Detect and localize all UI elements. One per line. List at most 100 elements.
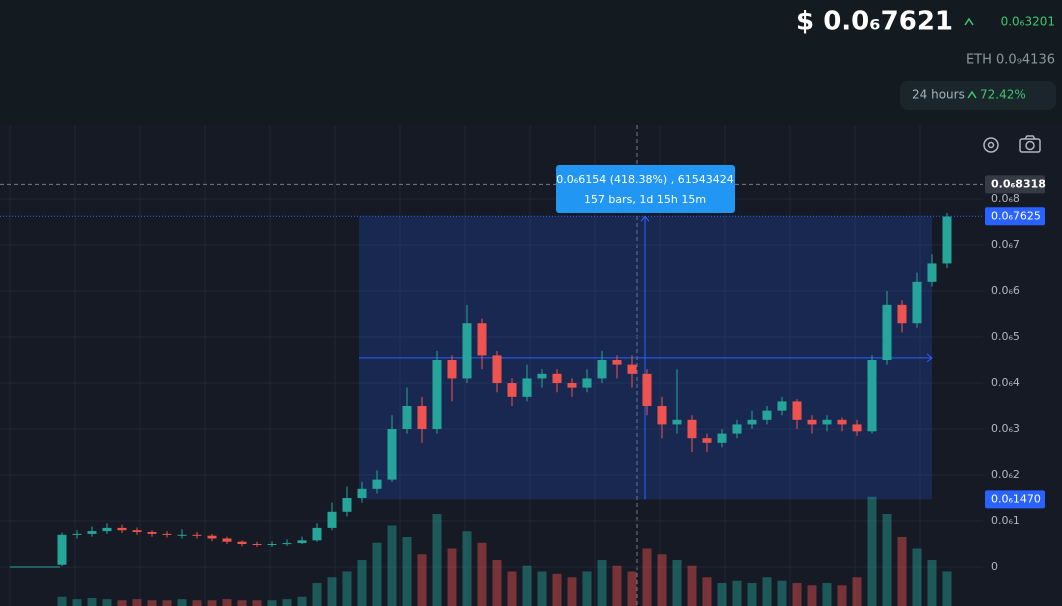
volume-bar (87, 597, 97, 606)
measure-low-label-bg (985, 490, 1045, 509)
candle-body (117, 527, 127, 531)
candle-body (477, 323, 487, 356)
candle-body (162, 533, 172, 535)
up-caret (964, 17, 974, 26)
volume-bar (912, 548, 922, 606)
volume-bar (777, 580, 787, 606)
candle-body (297, 540, 307, 544)
volume-bar (792, 583, 802, 606)
y-tick-label: 0 (991, 560, 998, 573)
volume-bar (507, 571, 517, 606)
candle-body (897, 304, 907, 324)
candle-body (687, 419, 697, 439)
volume-bar (837, 585, 847, 606)
y-tick-label: 0.0₆7 (991, 238, 1020, 251)
volume-bar (57, 596, 67, 606)
period-pill[interactable] (900, 81, 1056, 110)
volume-bar (582, 571, 592, 606)
volume-bar (492, 560, 502, 606)
volume-bar (687, 565, 697, 606)
chart-bg (0, 125, 1062, 606)
volume-bar (747, 583, 757, 606)
volume-bar (702, 577, 712, 606)
y-tick-label: 0.0₆1 (991, 514, 1020, 527)
header-bg (0, 0, 1062, 125)
volume-bar (567, 577, 577, 606)
candle-body (777, 401, 787, 411)
candle-body (627, 364, 637, 374)
price-change: 0.0₆3201 (1001, 15, 1055, 29)
volume-bar (447, 548, 457, 606)
volume-bar (342, 571, 352, 606)
candle-body (102, 527, 112, 532)
candle-body (207, 535, 217, 539)
volume-bar (297, 596, 307, 606)
volume-bar (537, 571, 547, 606)
volume-bar (462, 531, 472, 606)
candle-body (327, 511, 337, 528)
crosshair-label-bg (985, 175, 1045, 194)
volume-bar (642, 548, 652, 606)
candle-body (507, 383, 517, 397)
candle-body (792, 401, 802, 420)
candle-body (462, 323, 472, 379)
measure-tooltip-line: 0.0₆6154 (418.38%) , 61543424 (556, 173, 733, 186)
up-caret (967, 90, 977, 99)
volume-bar (657, 554, 667, 606)
candle-body (657, 406, 667, 425)
candle-body (537, 373, 547, 379)
volume-bar (402, 537, 412, 606)
volume-bar (627, 571, 637, 606)
candle-body (432, 360, 442, 430)
volume-bar (372, 542, 382, 606)
volume-bar (417, 554, 427, 606)
volume-bar (897, 537, 907, 606)
volume-bar (612, 565, 622, 606)
candle-body (177, 534, 187, 536)
volume-bar (222, 599, 232, 606)
y-tick-label: 0.0₆4 (991, 376, 1020, 389)
volume-bar (552, 573, 562, 606)
candle-body (342, 498, 352, 512)
candle-body (807, 419, 817, 425)
volume-bar (717, 583, 727, 606)
camera-icon[interactable] (1019, 135, 1041, 153)
volume-bar (312, 583, 322, 606)
candle-body (372, 479, 382, 489)
candle-body (282, 543, 292, 545)
volume-bar (822, 583, 832, 606)
y-tick-label: 0.0₆3 (991, 422, 1020, 435)
candle-body (132, 530, 142, 533)
measure-tooltip-line: 157 bars, 1d 15h 15m (584, 193, 706, 206)
volume-bar (147, 600, 157, 606)
settings-icon[interactable] (983, 137, 999, 153)
volume-bar (477, 542, 487, 606)
y-tick-label: 0.0₆5 (991, 330, 1020, 343)
volume-bar (162, 600, 172, 606)
volume-bar (522, 565, 532, 606)
volume-bar (942, 571, 952, 606)
candle-body (492, 355, 502, 384)
volume-bar (252, 600, 262, 606)
volume-bar (432, 514, 442, 606)
volume-bar (597, 560, 607, 606)
volume-bar (927, 560, 937, 606)
volume-bar (852, 577, 862, 606)
candle-body (612, 360, 622, 365)
volume-bar (102, 599, 112, 606)
price: $ 0.0₆7621 (796, 7, 953, 37)
candle-body (552, 373, 562, 384)
y-tick-label: 0.0₆2 (991, 468, 1020, 481)
y-tick-label: 0.0₆8 (991, 192, 1020, 205)
candle-body (222, 538, 232, 542)
candle-body (192, 534, 202, 536)
volume-bar (732, 580, 742, 606)
candle-body (312, 527, 322, 541)
candle-body (702, 438, 712, 443)
volume-bar (807, 585, 817, 606)
candle-body (822, 419, 832, 425)
candle-body (387, 429, 397, 480)
volume-bar (237, 600, 247, 606)
